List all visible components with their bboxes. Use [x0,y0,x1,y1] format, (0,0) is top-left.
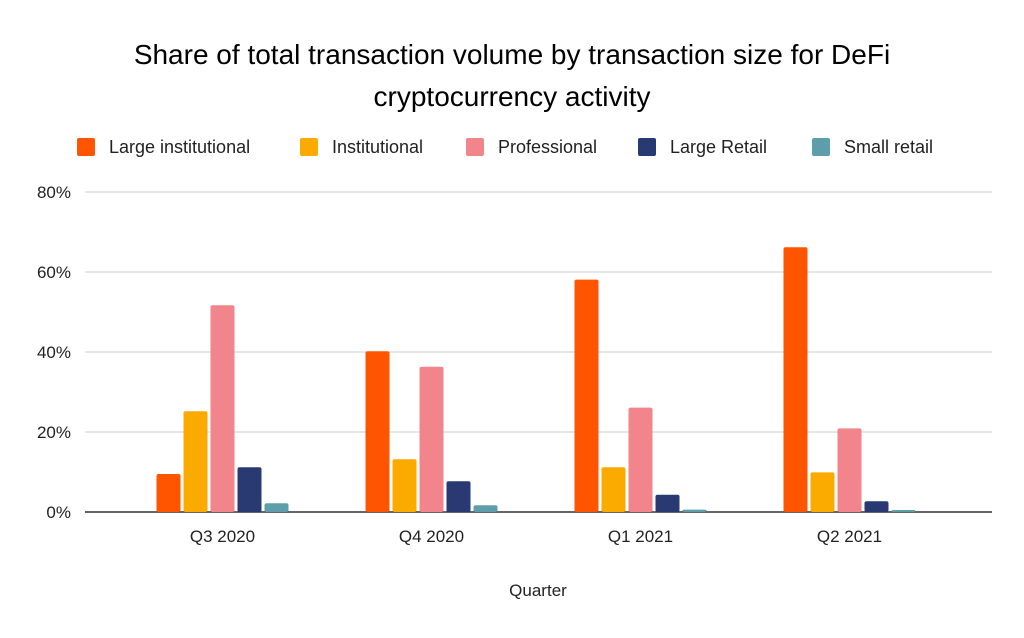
x-axis-label: Quarter [509,581,567,600]
bar-large-institutional-q2-2021 [783,247,808,512]
bar-institutional-q2-2021 [810,472,835,512]
legend-swatch [300,138,318,156]
legend-label: Large Retail [670,137,767,157]
bar-large-institutional-q4-2020 [365,351,390,512]
y-tick-label: 0% [46,503,71,522]
legend-label: Small retail [844,137,933,157]
y-tick-label: 80% [37,183,71,202]
y-tick-label: 60% [37,263,71,282]
legend-swatch [77,138,95,156]
x-axis-ticks: Q3 2020 Q4 2020 Q1 2021 Q2 2021 [190,527,882,546]
legend-label: Large institutional [109,137,250,157]
legend-swatch [812,138,830,156]
x-tick-label: Q1 2021 [608,527,673,546]
legend-swatch [466,138,484,156]
chart-title-line-2: cryptocurrency activity [374,81,651,112]
bars [156,247,916,512]
x-tick-label: Q2 2021 [817,527,882,546]
legend: Large institutional Institutional Professi… [77,137,933,157]
bar-large-retail-q4-2020 [446,481,471,512]
bar-large-retail-q3-2020 [237,467,262,512]
y-tick-label: 20% [37,423,71,442]
bar-small-retail-q4-2020 [473,505,498,512]
bar-small-retail-q1-2021 [682,509,707,512]
chart-title-line-1: Share of total transaction volume by tra… [134,39,890,70]
y-tick-label: 40% [37,343,71,362]
bar-institutional-q1-2021 [601,467,626,512]
bar-small-retail-q3-2020 [264,503,289,512]
bar-large-retail-q2-2021 [864,501,889,512]
x-tick-label: Q4 2020 [399,527,464,546]
x-tick-label: Q3 2020 [190,527,255,546]
legend-swatch [638,138,656,156]
bar-large-retail-q1-2021 [655,494,680,512]
bar-institutional-q3-2020 [183,411,208,512]
bar-professional-q3-2020 [210,305,235,512]
bar-large-institutional-q1-2021 [574,279,599,512]
grid: 0% 20% 40% 60% 80% [37,183,992,522]
bar-professional-q4-2020 [419,366,444,512]
bar-institutional-q4-2020 [392,459,417,512]
legend-label: Institutional [332,137,423,157]
legend-label: Professional [498,137,597,157]
bar-professional-q1-2021 [628,407,653,512]
bar-small-retail-q2-2021 [891,510,916,512]
bar-large-institutional-q3-2020 [156,474,181,512]
bar-professional-q2-2021 [837,428,862,512]
